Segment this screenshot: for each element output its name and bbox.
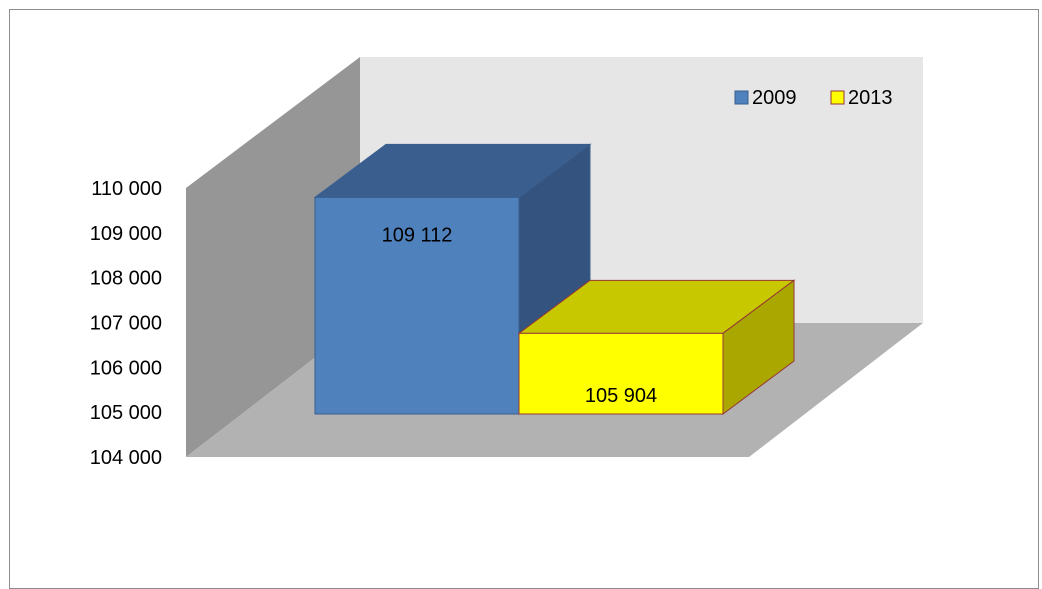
legend-item-2009: 2009 xyxy=(734,87,797,109)
y-tick-label: 106 000 xyxy=(90,357,162,379)
data-labels: 109 112 105 904 xyxy=(382,224,658,407)
legend-item-2013: 2013 xyxy=(830,87,893,109)
bar-front xyxy=(518,332,724,415)
bar-front xyxy=(314,196,520,415)
bar-2013 xyxy=(517,279,796,415)
side-wall xyxy=(186,57,360,457)
bars-group xyxy=(313,143,796,415)
legend-label: 2009 xyxy=(752,87,797,109)
data-label-2009: 109 112 xyxy=(382,224,453,246)
legend-swatch xyxy=(830,90,845,105)
y-tick-label: 109 000 xyxy=(90,223,162,245)
legend-swatch xyxy=(734,90,749,105)
legend: 2009 2013 xyxy=(734,87,893,109)
y-tick-label: 107 000 xyxy=(90,313,162,335)
y-tick-label: 108 000 xyxy=(90,268,162,290)
legend-label: 2013 xyxy=(848,87,893,109)
y-tick-label: 104 000 xyxy=(90,447,162,469)
y-tick-label: 105 000 xyxy=(90,402,162,424)
y-tick-label: 110 000 xyxy=(91,178,162,200)
y-axis-tick-labels: 104 000 105 000 106 000 107 000 108 000 109 0… xyxy=(90,178,162,469)
data-label-2013: 105 904 xyxy=(585,385,657,407)
